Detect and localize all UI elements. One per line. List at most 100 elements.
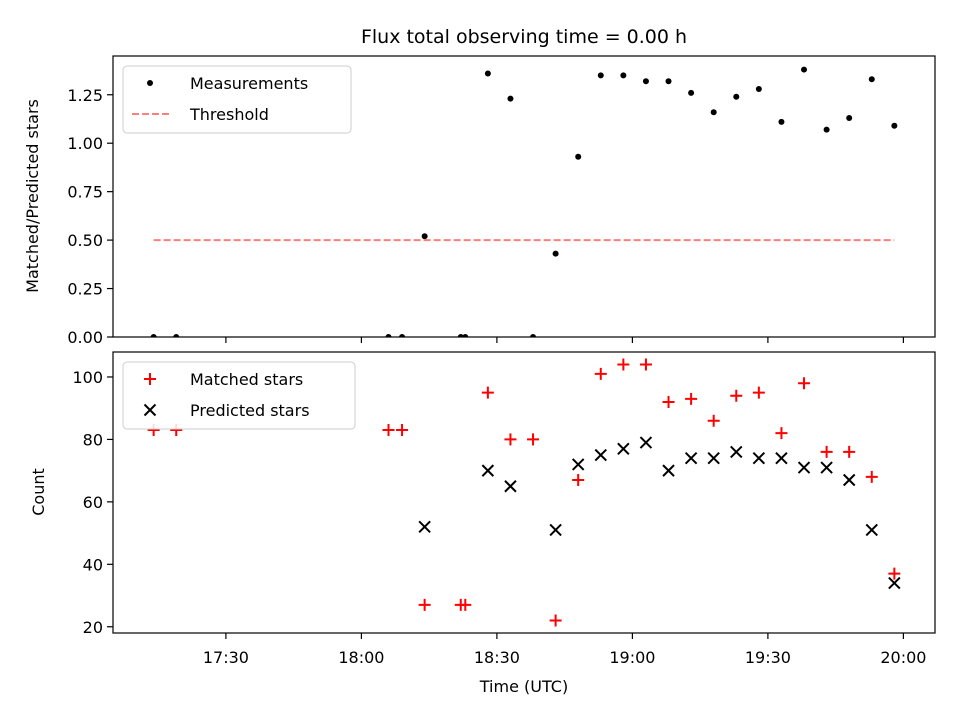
panel-1-y-tick-label: 40 xyxy=(83,555,103,574)
series-matched-stars-point xyxy=(594,367,607,380)
series-matched-stars-point xyxy=(662,395,675,408)
series-matched-stars-point xyxy=(820,445,833,458)
series-measurements-point xyxy=(399,334,406,337)
x-tick-label: 19:00 xyxy=(609,648,655,667)
chart-title: Flux total observing time = 0.00 h xyxy=(361,26,687,48)
series-measurements-point xyxy=(665,78,672,85)
series-measurements-point xyxy=(173,334,180,337)
series-measurements-point xyxy=(801,66,808,73)
series-matched-stars-point xyxy=(639,358,652,371)
series-matched-stars-point xyxy=(396,424,409,437)
series-matched-stars-point xyxy=(685,392,698,405)
series-predicted-stars-point xyxy=(504,480,517,493)
series-predicted-stars-point xyxy=(481,464,495,477)
panel-0-y-tick-label: 0.00 xyxy=(67,328,103,347)
series-measurements-point xyxy=(385,334,392,337)
series-measurements-point xyxy=(421,233,428,240)
x-tick-label: 19:30 xyxy=(745,648,791,667)
series-predicted-stars-point xyxy=(418,520,431,534)
series-measurements-point xyxy=(688,89,695,96)
legend-threshold-label: Threshold xyxy=(189,105,269,124)
x-tick-label: 20:00 xyxy=(880,648,926,667)
legend-measurements-label: Measurements xyxy=(190,74,308,93)
panel-1-y-tick-label: 20 xyxy=(83,618,103,637)
panel-1-legend-box xyxy=(122,361,356,430)
series-predicted-stars-point xyxy=(865,523,878,537)
series-matched-stars-point xyxy=(504,433,517,446)
series-measurements-point xyxy=(733,93,740,100)
panel-1-y-tick-label: 100 xyxy=(72,368,103,387)
series-predicted-stars-point xyxy=(820,461,833,474)
series-predicted-stars-point xyxy=(594,448,607,462)
panel-0-legend: Measurements Threshold xyxy=(122,65,352,134)
panel-0-plot-area xyxy=(150,66,898,337)
legend-measurements-swatch xyxy=(147,80,153,86)
series-measurements-point xyxy=(868,76,875,83)
panel-0-legend-box xyxy=(122,65,352,134)
series-matched-stars-point xyxy=(843,445,856,458)
series-measurements-point xyxy=(150,334,157,337)
series-measurements-point xyxy=(642,78,649,85)
series-predicted-stars-point xyxy=(752,451,766,465)
panel-0-y-tick-label: 0.25 xyxy=(67,280,103,299)
series-matched-stars-point xyxy=(730,389,743,402)
series-predicted-stars-point xyxy=(684,451,698,465)
series-measurements-point xyxy=(575,153,582,160)
series-matched-stars-point xyxy=(775,427,788,440)
series-predicted-stars-point xyxy=(662,464,675,477)
series-measurements-point xyxy=(530,334,537,337)
series-predicted-stars-point xyxy=(707,451,720,465)
panel-0-y-tick-label: 0.75 xyxy=(67,183,103,202)
panel-0-y-tick-label: 0.50 xyxy=(67,231,103,250)
series-predicted-stars-point xyxy=(571,458,585,471)
series-matched-stars-point xyxy=(865,470,878,483)
panel-1-legend: Matched stars Predicted stars xyxy=(122,361,356,430)
series-matched-stars-point xyxy=(572,474,585,487)
legend-matched-stars-swatch xyxy=(144,373,156,385)
series-measurements-point xyxy=(462,334,469,337)
series-predicted-stars-point xyxy=(842,473,856,487)
series-matched-stars-point xyxy=(752,386,765,399)
x-axis-label: Time (UTC) xyxy=(479,677,568,696)
series-predicted-stars-point xyxy=(730,445,743,459)
legend-predicted-stars-label: Predicted stars xyxy=(190,401,310,420)
legend-matched-stars-label: Matched stars xyxy=(190,370,303,389)
series-matched-stars-point xyxy=(418,598,431,611)
panel-0-y-tick-label: 1.25 xyxy=(67,86,103,105)
series-measurements-point xyxy=(778,118,785,125)
bottom-y-axis-label: Count xyxy=(29,468,48,516)
series-matched-stars-point xyxy=(707,414,720,427)
series-matched-stars-point xyxy=(527,433,540,446)
series-predicted-stars-point xyxy=(639,436,653,449)
series-matched-stars-point xyxy=(888,567,901,580)
series-measurements-point xyxy=(755,85,762,92)
top-y-axis-label: Matched/Predicted stars xyxy=(23,99,42,293)
series-measurements-point xyxy=(507,95,514,102)
series-measurements-point xyxy=(552,250,559,257)
series-measurements-point xyxy=(597,72,604,79)
series-predicted-stars-point xyxy=(617,442,630,455)
series-measurements-point xyxy=(846,115,853,122)
series-measurements-point xyxy=(823,126,830,133)
panel-1-plot-area xyxy=(147,358,901,627)
panel-1-frame xyxy=(112,351,936,634)
series-matched-stars-point xyxy=(617,358,630,371)
x-tick-label: 18:30 xyxy=(474,648,520,667)
panel-1-y-tick-label: 60 xyxy=(83,493,103,512)
series-matched-stars-point xyxy=(459,598,472,611)
series-measurements-point xyxy=(457,334,464,337)
series-matched-stars-point xyxy=(798,377,811,390)
series-matched-stars-point xyxy=(382,424,395,437)
series-predicted-stars-point xyxy=(797,461,811,474)
x-tick-label: 17:30 xyxy=(203,648,249,667)
series-measurements-point xyxy=(620,72,627,79)
series-matched-stars-point xyxy=(549,614,562,627)
legend-predicted-stars-swatch xyxy=(143,403,157,417)
series-measurements-point xyxy=(710,109,717,116)
series-predicted-stars-point xyxy=(775,451,788,465)
series-predicted-stars-point xyxy=(888,576,901,590)
series-predicted-stars-point xyxy=(549,523,562,537)
series-matched-stars-point xyxy=(481,386,494,399)
series-measurements-point xyxy=(484,70,491,77)
